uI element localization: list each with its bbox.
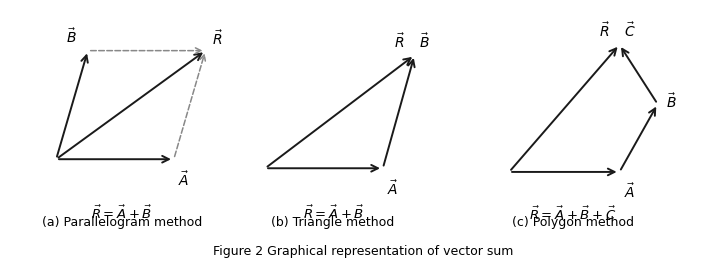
Text: (b) Triangle method: (b) Triangle method: [271, 216, 395, 229]
Text: $\vec{C}$: $\vec{C}$: [624, 22, 635, 40]
Text: $\vec{R}$: $\vec{R}$: [212, 30, 224, 48]
Text: $\vec{R} = \vec{A} + \vec{B}$: $\vec{R} = \vec{A} + \vec{B}$: [91, 204, 153, 222]
Text: $\vec{A}$: $\vec{A}$: [387, 180, 398, 198]
Text: Figure 2 Graphical representation of vector sum: Figure 2 Graphical representation of vec…: [213, 245, 514, 258]
Text: $\vec{B}$: $\vec{B}$: [666, 93, 677, 111]
Text: (a) Parallelogram method: (a) Parallelogram method: [41, 216, 202, 229]
Text: $\vec{R} = \vec{A} + \vec{B} + \vec{C}$: $\vec{R} = \vec{A} + \vec{B} + \vec{C}$: [529, 206, 616, 223]
Text: $\vec{B}$: $\vec{B}$: [66, 27, 76, 46]
Text: $\vec{R} = \vec{A} + \vec{B}$: $\vec{R} = \vec{A} + \vec{B}$: [302, 204, 364, 222]
Text: $\vec{B}$: $\vec{B}$: [419, 32, 430, 51]
Text: $\vec{R}$: $\vec{R}$: [599, 22, 611, 40]
Text: (c) Polygon method: (c) Polygon method: [512, 216, 634, 229]
Text: $\vec{A}$: $\vec{A}$: [624, 182, 635, 201]
Text: $\vec{R}$: $\vec{R}$: [394, 32, 406, 51]
Text: $\vec{A}$: $\vec{A}$: [178, 170, 190, 189]
